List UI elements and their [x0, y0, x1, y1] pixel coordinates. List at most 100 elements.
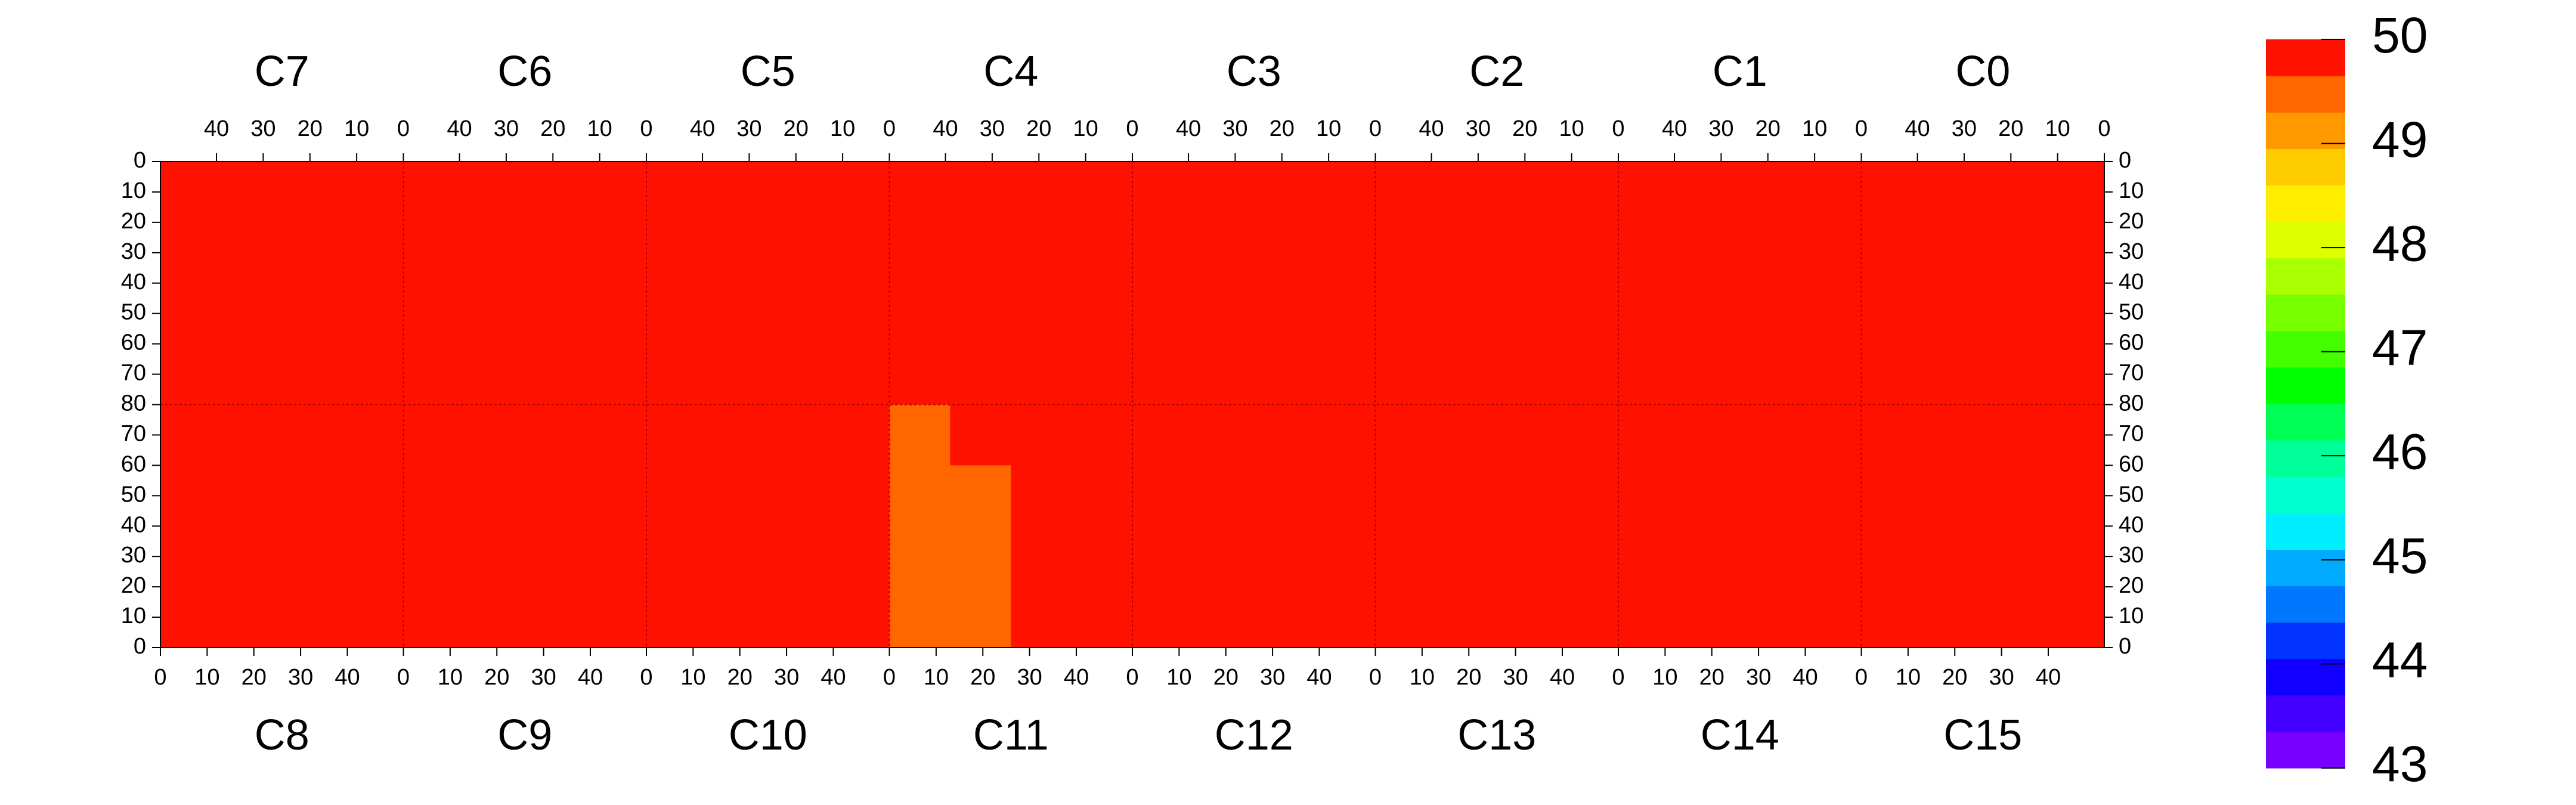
- x-tick-label: 10: [924, 665, 949, 690]
- x-tick-label: 10: [1652, 665, 1677, 690]
- y-tick-label: 20: [2119, 209, 2144, 234]
- heatmap-cell: [767, 283, 829, 345]
- y-tick-label: 70: [121, 361, 146, 386]
- x-tick-label: 40: [1905, 116, 1930, 141]
- x-tick-label: 30: [250, 116, 275, 141]
- heatmap-cell: [464, 404, 525, 466]
- heatmap-cell: [2044, 162, 2105, 223]
- heatmap-cell: [889, 162, 950, 223]
- x-tick-label: 40: [447, 116, 472, 141]
- y-tick-label: 20: [2119, 573, 2144, 598]
- heatmap-cell: [707, 162, 769, 223]
- heatmap-cell: [2044, 587, 2105, 648]
- y-tick-label: 70: [2119, 361, 2144, 386]
- heatmap-cell: [1193, 343, 1255, 405]
- heatmap-cell: [707, 587, 769, 648]
- heatmap-cell: [1922, 526, 1983, 587]
- heatmap-cell: [1739, 526, 1801, 587]
- chip-label: C15: [1943, 711, 2022, 759]
- colorbar-band: [2266, 221, 2345, 259]
- y-tick-label: 0: [134, 634, 146, 659]
- x-tick-label: 40: [578, 665, 603, 690]
- heatmap-cell: [1132, 465, 1194, 527]
- heatmap-cell: [342, 404, 404, 466]
- heatmap-cell: [1011, 162, 1072, 223]
- x-tick-label: 20: [1512, 116, 1537, 141]
- heatmap-cell: [586, 526, 647, 587]
- colorbar-band: [2266, 476, 2345, 513]
- heatmap-cell: [281, 465, 343, 527]
- heatmap-cell: [1922, 283, 1983, 345]
- heatmap-cell: [1558, 222, 1619, 284]
- heatmap-cell: [1558, 465, 1619, 527]
- heatmap-cell: [1800, 404, 1862, 466]
- x-tick-label: 10: [587, 116, 612, 141]
- heatmap-cell: [525, 343, 586, 405]
- heatmap-cell: [1983, 162, 2044, 223]
- x-tick-label: 30: [1989, 665, 2014, 690]
- heatmap-cell: [403, 404, 465, 466]
- heatmap-cell: [767, 587, 829, 648]
- heatmap-cell: [1436, 222, 1497, 284]
- heatmap-cell: [1375, 162, 1436, 223]
- heatmap-cell: [1072, 222, 1133, 284]
- x-tick-label: 20: [1699, 665, 1724, 690]
- heatmap-cell: [586, 465, 647, 527]
- x-tick-label: 20: [540, 116, 565, 141]
- heatmap-cell: [950, 343, 1011, 405]
- heatmap-cell: [1011, 587, 1072, 648]
- heatmap-cell: [342, 283, 404, 345]
- heatmap-cell: [1314, 465, 1376, 527]
- heatmap-cell: [1983, 404, 2044, 466]
- heatmap-cell: [342, 465, 404, 527]
- heatmap-cell: [950, 526, 1011, 587]
- heatmap-cell: [403, 343, 465, 405]
- heatmap-cell: [1558, 283, 1619, 345]
- x-tick-label: 40: [335, 665, 360, 690]
- heatmap-cell: [281, 283, 343, 345]
- heatmap-cell: [1253, 283, 1315, 345]
- heatmap-cell: [1253, 222, 1315, 284]
- y-tick-label: 10: [121, 178, 146, 203]
- heatmap-cell: [1193, 162, 1255, 223]
- x-tick-label: 30: [980, 116, 1005, 141]
- heatmap-cell: [1558, 526, 1619, 587]
- heatmap-cell: [1679, 526, 1741, 587]
- chip-label: C1: [1713, 48, 1767, 95]
- x-tick-label: 40: [1662, 116, 1687, 141]
- heatmap-cell: [1314, 343, 1376, 405]
- x-tick-label: 0: [1126, 116, 1138, 141]
- heatmap-cell: [1739, 162, 1801, 223]
- heatmap-cell: [586, 222, 647, 284]
- heatmap-cell: [1922, 343, 1983, 405]
- y-tick-label: 70: [2119, 421, 2144, 446]
- x-tick-label: 10: [830, 116, 855, 141]
- heatmap-cell: [1497, 222, 1558, 284]
- x-tick-label: 30: [774, 665, 799, 690]
- x-tick-label: 40: [1550, 665, 1575, 690]
- heatmap-cell: [1132, 222, 1194, 284]
- colorbar-band: [2266, 258, 2345, 295]
- y-tick-label: 30: [121, 543, 146, 568]
- heatmap-cell: [1861, 404, 1922, 466]
- heatmap-cell: [1132, 343, 1194, 405]
- colorbar-tick-label: 48: [2372, 215, 2428, 271]
- heatmap-cell: [1314, 587, 1376, 648]
- heatmap-cell: [1193, 404, 1255, 466]
- heatmap-cell: [525, 465, 586, 527]
- colorbar-tick-label: 46: [2372, 423, 2428, 479]
- heatmap-cell: [464, 222, 525, 284]
- heatmap-cell: [828, 343, 890, 405]
- heatmap-cell: [1314, 526, 1376, 587]
- heatmap-cell: [889, 465, 950, 527]
- y-tick-label: 80: [121, 391, 146, 416]
- chip-label: C3: [1227, 48, 1281, 95]
- heatmap-cell: [1011, 222, 1072, 284]
- x-tick-label: 30: [1952, 116, 1977, 141]
- heatmap-cell: [281, 343, 343, 405]
- heatmap-cell: [1253, 162, 1315, 223]
- heatmap-cell: [221, 222, 283, 284]
- x-tick-label: 20: [298, 116, 323, 141]
- x-tick-label: 30: [494, 116, 519, 141]
- chip-label: C4: [983, 48, 1038, 95]
